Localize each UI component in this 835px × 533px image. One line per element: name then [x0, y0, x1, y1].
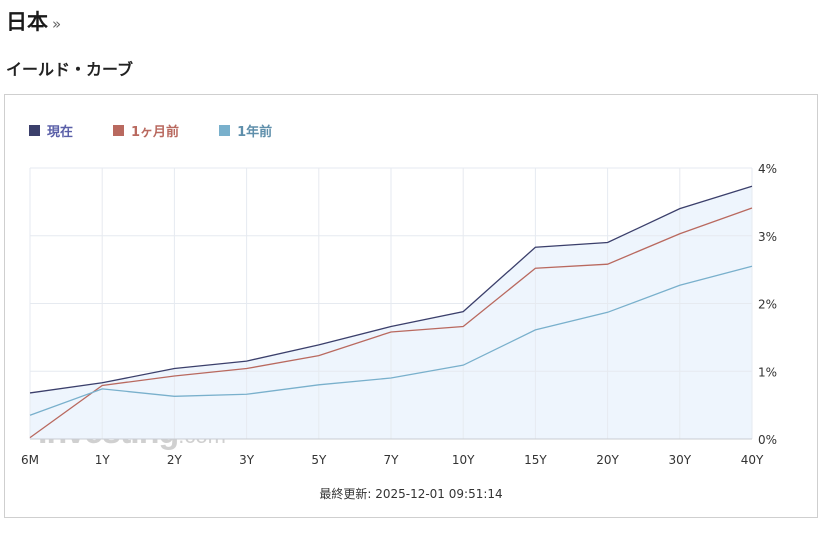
legend-label-1-year-ago: 1年前 [237, 125, 273, 140]
x-tick-label: 10Y [452, 453, 475, 467]
legend-item-1-year-ago[interactable]: 1年前 [219, 121, 272, 140]
y-tick-label: 4% [758, 162, 777, 176]
legend-swatch-1-year-ago [219, 125, 231, 136]
x-tick-label: 3Y [239, 453, 255, 467]
last-updated-text: 最終更新: 2025-12-01 09:51:14 [319, 487, 503, 501]
yield-curve-chart: 現在 1ヶ月前 1年前 Investing.com 0%1%2%3%4%6M1Y… [4, 94, 818, 518]
series-line-2 [29, 265, 753, 416]
y-tick-label: 0% [758, 433, 777, 447]
y-tick-label: 2% [758, 298, 777, 312]
legend-item-1-month-ago[interactable]: 1ヶ月前 [113, 121, 179, 140]
legend-item-current[interactable]: 現在 [29, 121, 73, 140]
chart-area-fill [30, 186, 752, 439]
country-header[interactable]: 日本 » [6, 6, 61, 36]
section-title: イールド・カーブ [6, 60, 134, 79]
chart-legend: 現在 1ヶ月前 1年前 [29, 121, 272, 140]
x-tick-label: 2Y [167, 453, 183, 467]
x-tick-label: 20Y [596, 453, 619, 467]
x-tick-label: 40Y [741, 453, 764, 467]
x-tick-label: 6M [21, 453, 39, 467]
x-tick-label: 7Y [384, 453, 400, 467]
legend-label-1-month-ago: 1ヶ月前 [131, 125, 180, 140]
chart-plot-area: 0% 1% 2% 3% 4% 6M 1Y 2Y 3Y 5Y 7Y 10Y 15Y 20Y 30Y 40Y [21, 162, 777, 467]
series-line-0 [29, 185, 753, 394]
double-chevron-icon[interactable]: » [52, 15, 62, 33]
x-tick-label: 1Y [95, 453, 111, 467]
x-tick-label: 30Y [668, 453, 691, 467]
legend-label-current: 現在 [47, 125, 74, 140]
series-line-1 [29, 207, 753, 439]
x-tick-label: 15Y [524, 453, 547, 467]
legend-swatch-current [29, 125, 40, 136]
legend-swatch-1-month-ago [113, 125, 125, 136]
x-tick-label: 5Y [311, 453, 327, 467]
y-tick-label: 3% [758, 230, 777, 244]
y-tick-label: 1% [758, 365, 777, 379]
country-title[interactable]: 日本 [6, 10, 48, 34]
